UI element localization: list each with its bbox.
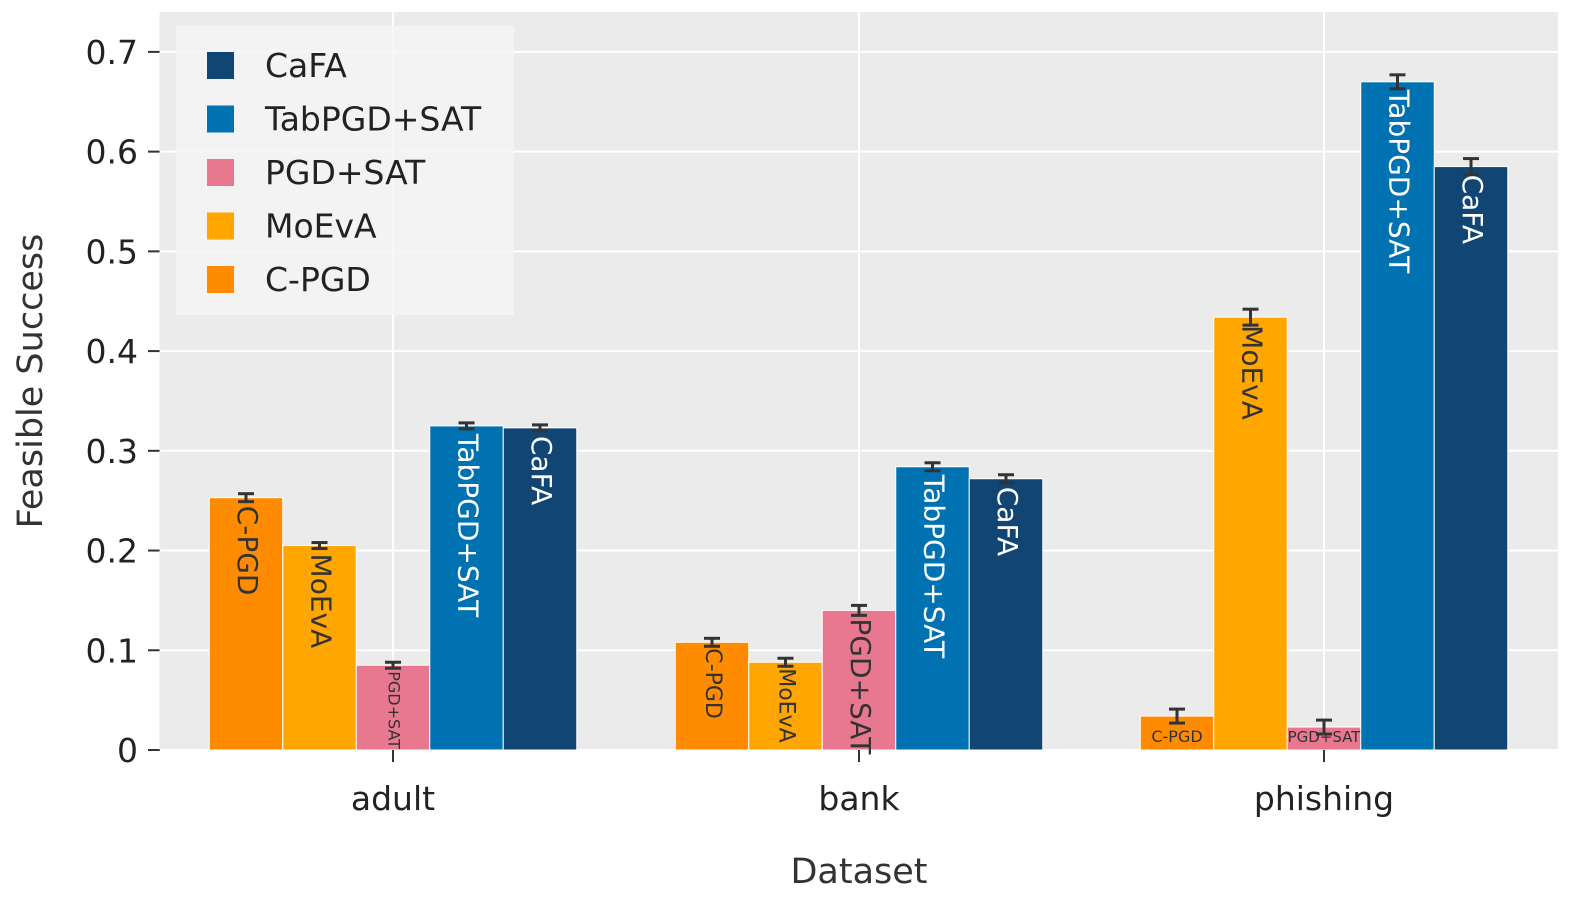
y-tick-label: 0.3 bbox=[86, 432, 138, 471]
legend-swatch bbox=[207, 266, 234, 293]
x-tick-label: adult bbox=[351, 779, 435, 818]
legend-swatch bbox=[207, 212, 234, 240]
y-tick-label: 0.2 bbox=[86, 532, 138, 571]
bar-adult-tabpgd-sat bbox=[429, 425, 504, 751]
bar-value-label: PGD+SAT bbox=[385, 671, 404, 749]
bar-value-label: C-PGD bbox=[700, 648, 725, 719]
legend-swatch bbox=[207, 159, 234, 186]
y-tick-label: 0.1 bbox=[86, 631, 138, 670]
bar-phishing-tabpgd-sat bbox=[1360, 81, 1435, 751]
bar-value-label: TabPGD+SAT bbox=[452, 433, 485, 618]
bar-value-label: C-PGD bbox=[231, 506, 264, 596]
legend-label: CaFA bbox=[265, 46, 347, 85]
bar-value-label: MoEvA bbox=[1236, 325, 1269, 420]
x-tick-label: bank bbox=[818, 779, 900, 818]
legend-swatch bbox=[207, 105, 234, 133]
y-tick-label: 0.7 bbox=[86, 33, 138, 72]
bar-value-label: CaFA bbox=[525, 436, 558, 505]
legend-label: MoEvA bbox=[265, 207, 377, 246]
bar-adult-cafa bbox=[502, 427, 578, 751]
bar-bank-tabpgd-sat bbox=[895, 466, 970, 751]
axes: 0 0.1 0.2 0.3 0.4 0.5 0.6 0.7 adult bank phishing bbox=[86, 12, 1394, 818]
bar-adult-moeva bbox=[282, 545, 357, 751]
bar-value-label: C-PGD bbox=[1151, 727, 1202, 746]
bar-value-label: MoEvA bbox=[305, 554, 338, 649]
bar-value-label: PGD+SAT bbox=[844, 618, 877, 755]
bar-value-label: MoEvA bbox=[774, 668, 799, 742]
bars: C-PGD MoEvA PGD+SAT TabPGD+SAT CaFA C-PGD MoEv… bbox=[208, 73, 1509, 755]
bar-value-label: PGD+SAT bbox=[1288, 728, 1362, 746]
y-axis-title: Feasible Success bbox=[11, 234, 51, 529]
y-tick-label: 0.5 bbox=[86, 232, 138, 271]
bar-phishing-moeva bbox=[1213, 316, 1288, 751]
x-tick-label: phishing bbox=[1254, 779, 1394, 818]
legend-label: TabPGD+SAT bbox=[264, 100, 482, 139]
y-tick-label: 0.4 bbox=[86, 332, 138, 371]
y-tick-label: 0.6 bbox=[86, 133, 138, 172]
bar-phishing-cafa bbox=[1433, 166, 1509, 751]
legend-label: PGD+SAT bbox=[265, 153, 426, 192]
bar-bank-pgd-sat bbox=[821, 609, 897, 751]
bar-bank-moeva bbox=[748, 661, 823, 751]
bar-value-label: CaFA bbox=[1456, 175, 1489, 244]
bar-value-label: TabPGD+SAT bbox=[1383, 89, 1416, 274]
x-axis-title: Dataset bbox=[790, 852, 927, 892]
bar-value-label: TabPGD+SAT bbox=[918, 474, 951, 659]
legend: CaFA TabPGD+SAT PGD+SAT MoEvA C-PGD bbox=[176, 26, 514, 315]
bar-value-label: CaFA bbox=[991, 487, 1024, 556]
legend-label: C-PGD bbox=[265, 260, 371, 299]
legend-swatch bbox=[207, 52, 234, 79]
y-tick-label: 0 bbox=[117, 731, 138, 770]
